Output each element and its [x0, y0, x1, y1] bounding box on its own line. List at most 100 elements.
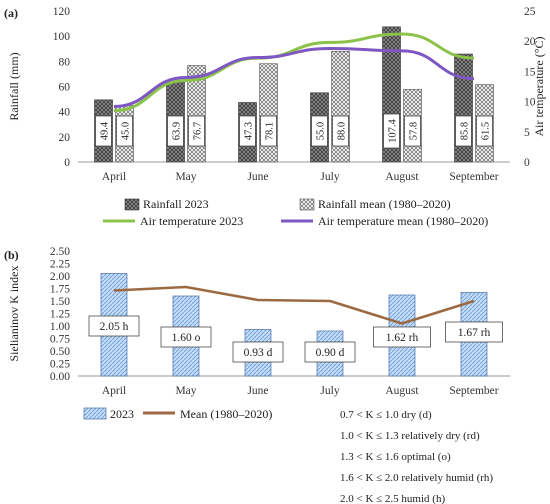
- data-label-index: 1.62 rh: [373, 326, 431, 348]
- y2-axis-title: Air temperature (°C): [532, 36, 546, 136]
- data-label-text: 49.4: [100, 121, 111, 140]
- y2-tick-label: 5: [524, 127, 530, 139]
- y-tick-label: 20: [59, 132, 71, 144]
- legend-index-2023: 2023: [83, 407, 134, 421]
- x-tick-label: May: [175, 171, 196, 183]
- data-label-text: 57.8: [409, 122, 420, 140]
- legend-label-index-2023: 2023: [110, 407, 134, 421]
- line-temp-mean: [113, 46, 475, 108]
- y2-tick-label: 15: [524, 66, 536, 78]
- y-tick-label: 1.75: [50, 284, 70, 296]
- data-label-text: 2.05 h: [100, 321, 129, 333]
- data-label-box: [116, 115, 133, 147]
- x-tick-label: August: [385, 171, 419, 183]
- x-tick-label: September: [449, 385, 498, 397]
- legend-label-index-mean: Mean (1980–2020): [180, 407, 272, 421]
- y-tick-label: 2.25: [50, 259, 70, 271]
- data-label-text: 63.9: [172, 122, 183, 140]
- x-tick-label: June: [247, 385, 268, 397]
- legend-index-mean: Mean (1980–2020): [143, 407, 272, 421]
- x-tick-label: July: [320, 171, 339, 183]
- y-axis-title: Sielianinov K index: [7, 266, 21, 362]
- data-label-text: 47.3: [244, 122, 255, 140]
- y-tick-label: 1.00: [50, 321, 70, 333]
- class-relatively-humid: 1.6 < K ≤ 2.0 relatively humid (rh): [340, 472, 493, 484]
- data-label-box: [373, 326, 431, 348]
- data-label-text: 85.8: [460, 122, 471, 140]
- legend-temp-mean: Air temperature mean (1980–2020): [281, 214, 488, 228]
- x-tick-label: April: [102, 171, 126, 183]
- rainfall-temperature-chart: 0 20 40 60 80 100 120 0 5 10 15 20 25 April May June Jul…: [7, 6, 546, 183]
- data-label-box: [188, 115, 205, 147]
- legend-swatch-index-2023: [83, 407, 107, 420]
- class-humid: 2.0 < K ≤ 2.5 humid (h): [340, 493, 445, 504]
- data-label-index: 0.90 d: [304, 341, 356, 363]
- y-tick-label: 40: [59, 107, 71, 119]
- y-tick-label: 60: [59, 82, 71, 94]
- x-tick-label: July: [320, 385, 339, 397]
- y-tick-label: 100: [53, 31, 71, 43]
- y-tick-label: 2.00: [50, 271, 70, 283]
- legend-label-rainfall-mean: Rainfall mean (1980–2020): [318, 197, 451, 211]
- x-tick-label: August: [385, 385, 419, 397]
- y-tick-label: 0.75: [50, 334, 70, 346]
- legend-temp-2023: Air temperature 2023: [103, 214, 243, 228]
- y-tick-label: 1.25: [50, 309, 70, 321]
- data-label-box: [383, 113, 400, 149]
- data-label-box: [160, 326, 212, 348]
- data-label-text: 61.5: [481, 122, 492, 140]
- y-axis-title: Rainfall (mm): [7, 52, 21, 120]
- data-label-box: [476, 115, 493, 147]
- x-tick-label: April: [102, 385, 126, 397]
- y-tick-label: 2.50: [50, 246, 70, 258]
- data-label-index: 2.05 h: [88, 315, 140, 337]
- data-label-box: [445, 321, 503, 343]
- data-label-rainfall-mean: 45.0: [116, 115, 133, 147]
- y-tick-label: 0.00: [50, 371, 70, 383]
- panel-a-label: (a): [4, 6, 18, 20]
- data-label-box: [332, 115, 349, 147]
- class-relatively-dry: 1.0 < K ≤ 1.3 relatively dry (rd): [340, 430, 480, 442]
- line-index-mean: [113, 285, 475, 325]
- data-label-box: [304, 341, 356, 363]
- data-label-box: [404, 115, 421, 147]
- panel-a-legend: Rainfall 2023 Rainfall mean (1980–2020) …: [103, 197, 488, 228]
- y2-tick-label: 0: [524, 157, 530, 169]
- data-label-rainfall-mean: 57.8: [404, 115, 421, 147]
- sielianinov-index-chart: 0.000.250.500.751.001.251.501.752.002.25…: [7, 246, 510, 397]
- data-label-box: [311, 115, 328, 147]
- panel-b-label: (b): [4, 248, 19, 262]
- data-label-rainfall-2023: 85.8: [455, 115, 472, 147]
- legend-label-temp-mean: Air temperature mean (1980–2020): [318, 214, 488, 228]
- y2-tick-label: 25: [524, 6, 536, 18]
- y-tick-label: 0.25: [50, 359, 70, 371]
- k-index-class-key: 0.7 < K ≤ 1.0 dry (d) 1.0 < K ≤ 1.3 rela…: [340, 409, 493, 504]
- y-tick-label: 80: [59, 56, 71, 68]
- data-label-text: 78.1: [265, 122, 276, 140]
- data-label-box: [95, 115, 112, 147]
- data-label-box: [260, 115, 277, 147]
- data-label-index: 1.67 rh: [445, 321, 503, 343]
- data-label-text: 0.93 d: [244, 347, 273, 359]
- data-label-text: 76.7: [193, 122, 204, 140]
- data-label-text: 88.0: [337, 122, 348, 140]
- line-temp-2023: [113, 32, 475, 113]
- data-label-text: 1.67 rh: [458, 327, 491, 339]
- data-label-text: 107.4: [388, 118, 399, 142]
- y-tick-label: 1.50: [50, 296, 70, 308]
- bar-rainfall-mean: [259, 63, 278, 163]
- y2-tick-label: 10: [524, 97, 536, 109]
- data-label-text: 1.60 o: [172, 332, 201, 344]
- x-tick-label: September: [449, 171, 498, 183]
- y2-tick-label: 20: [524, 36, 536, 48]
- y-tick-label: 0.50: [50, 346, 70, 358]
- x-tick-label: May: [175, 385, 196, 397]
- panel-b-legend: 2023 Mean (1980–2020): [83, 407, 272, 421]
- data-label-rainfall-mean: 76.7: [188, 115, 205, 147]
- data-label-rainfall-2023: 49.4: [95, 115, 112, 147]
- y-tick-label: 0: [64, 157, 70, 169]
- legend-label-temp-2023: Air temperature 2023: [140, 214, 243, 228]
- data-label-text: 1.62 rh: [386, 332, 419, 344]
- data-label-rainfall-mean: 88.0: [332, 115, 349, 147]
